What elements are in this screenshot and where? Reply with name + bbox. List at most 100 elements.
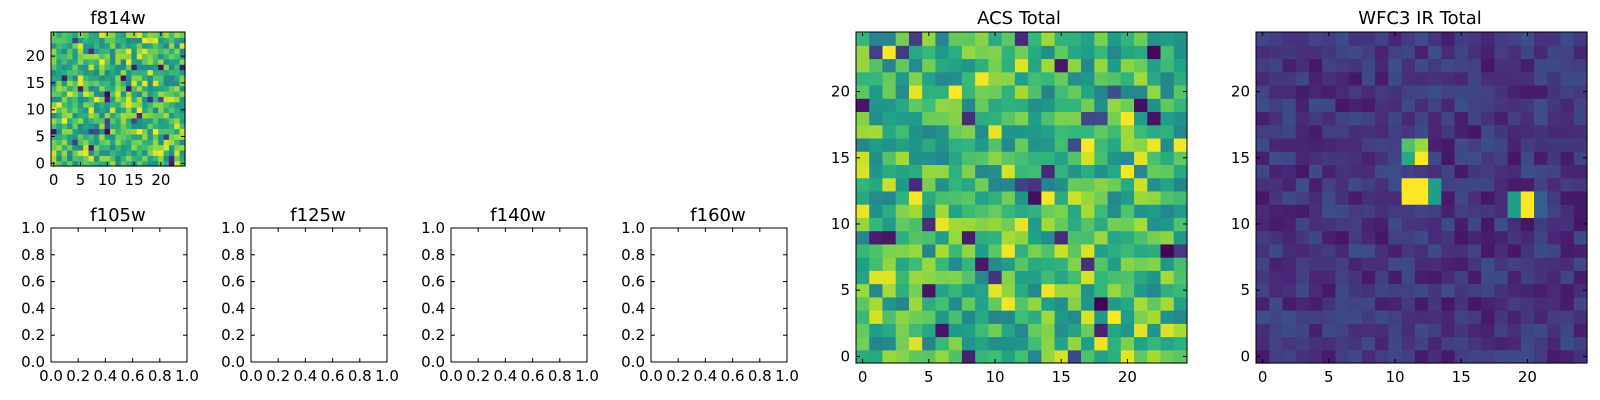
heatmap-cell — [83, 117, 90, 124]
heatmap-cell — [158, 48, 165, 55]
x-tick-label: 0.8 — [548, 367, 572, 385]
heatmap-cell — [1067, 310, 1082, 324]
heatmap-cell — [1401, 283, 1416, 298]
heatmap-cell — [1348, 151, 1363, 165]
heatmap-cell — [1308, 190, 1323, 205]
heatmap-cell — [67, 139, 74, 146]
heatmap-cell — [1094, 98, 1109, 113]
heatmap-cell — [93, 123, 100, 130]
heatmap-cell — [908, 111, 923, 126]
heatmap-cell — [163, 37, 170, 44]
heatmap-cell — [1388, 45, 1403, 60]
heatmap-cell — [83, 101, 90, 108]
heatmap-cell — [1361, 323, 1376, 338]
heatmap-cell — [1028, 283, 1042, 298]
heatmap-cell — [77, 144, 84, 151]
heatmap-cell — [948, 32, 963, 46]
heatmap-cell — [961, 84, 976, 99]
heatmap-cell — [136, 101, 143, 108]
heatmap-cell — [1335, 124, 1350, 139]
heatmap-cell — [72, 112, 79, 119]
heatmap-cell — [1041, 32, 1056, 46]
heatmap-cell — [1094, 84, 1109, 99]
heatmap-cell — [83, 85, 90, 92]
heatmap-cell — [882, 45, 897, 60]
heatmap-cell — [1494, 71, 1509, 86]
heatmap-cell — [1067, 32, 1082, 46]
heatmap-cell — [83, 96, 90, 103]
heatmap-cell — [1322, 336, 1337, 351]
heatmap-cell — [856, 84, 870, 99]
heatmap-cell — [869, 177, 884, 192]
heatmap-cell — [158, 37, 165, 44]
heatmap-cell — [142, 96, 149, 103]
heatmap-cell — [1134, 323, 1148, 338]
heatmap-cell — [1054, 177, 1069, 192]
heatmap-cell — [1014, 323, 1029, 338]
y-tick-label: 0.2 — [21, 326, 45, 344]
heatmap-cell — [908, 71, 923, 86]
heatmap-cell — [988, 190, 1003, 205]
heatmap-cell — [126, 42, 132, 49]
heatmap-cell — [126, 64, 132, 71]
heatmap-cell — [158, 117, 165, 124]
heatmap-cell — [1322, 310, 1337, 324]
heatmap-cell — [1348, 349, 1363, 364]
heatmap-cell — [922, 98, 937, 113]
heatmap-cell — [51, 112, 57, 119]
heatmap-cell — [174, 101, 181, 108]
heatmap-cell — [99, 101, 106, 108]
heatmap-cell — [1256, 164, 1270, 179]
heatmap-cell — [1375, 323, 1389, 338]
heatmap-cell — [975, 323, 989, 338]
x-tick-label: 20 — [1118, 368, 1137, 386]
heatmap-cell — [1428, 296, 1442, 311]
heatmap-cell — [1534, 111, 1548, 126]
heatmap-cell — [1107, 58, 1122, 73]
heatmap-cell — [1173, 84, 1188, 99]
heatmap-cell — [174, 48, 181, 55]
heatmap-cell — [61, 144, 68, 151]
heatmap-cell — [1361, 177, 1376, 192]
heatmap-cell — [1467, 190, 1482, 205]
heatmap-cell — [77, 112, 84, 119]
heatmap-cell — [115, 42, 122, 49]
heatmap-cell — [1534, 230, 1548, 245]
heatmap-cell — [163, 128, 170, 135]
heatmap-cell — [922, 336, 937, 351]
heatmap-cell — [1441, 204, 1456, 218]
heatmap-cell — [126, 107, 132, 113]
heatmap-cell — [1081, 164, 1095, 179]
heatmap-cell — [174, 69, 181, 76]
heatmap-cell — [131, 69, 138, 76]
heatmap-cell — [1120, 164, 1135, 179]
heatmap-cell — [93, 107, 100, 113]
heatmap-cell — [51, 139, 57, 146]
heatmap-cell — [1454, 151, 1469, 165]
heatmap-cell — [869, 164, 884, 179]
heatmap-cell — [1001, 137, 1016, 152]
heatmap-cell — [1348, 217, 1363, 232]
heatmap-cell — [1441, 270, 1456, 285]
heatmap-cell — [1041, 296, 1056, 311]
heatmap-cell — [1454, 124, 1469, 139]
heatmap-cell — [1147, 243, 1162, 258]
heatmap-cell — [1547, 32, 1562, 46]
heatmap-cell — [83, 64, 90, 71]
heatmap-cell — [174, 32, 181, 38]
heatmap-cell — [895, 257, 910, 271]
heatmap-cell — [1520, 217, 1535, 232]
heatmap-cell — [1401, 310, 1416, 324]
heatmap-cell — [1401, 98, 1416, 113]
y-tick-label: 0.4 — [421, 299, 445, 317]
heatmap-cell — [1520, 190, 1535, 205]
heatmap-cell — [882, 98, 897, 113]
heatmap-cell — [1361, 71, 1376, 86]
heatmap-cell — [1560, 45, 1575, 60]
heatmap-cell — [1441, 243, 1456, 258]
heatmap-cell — [1560, 98, 1575, 113]
heatmap-cell — [72, 74, 79, 81]
heatmap-cell — [1481, 45, 1495, 60]
heatmap-cell — [168, 69, 175, 76]
heatmap-cell — [1081, 204, 1095, 218]
